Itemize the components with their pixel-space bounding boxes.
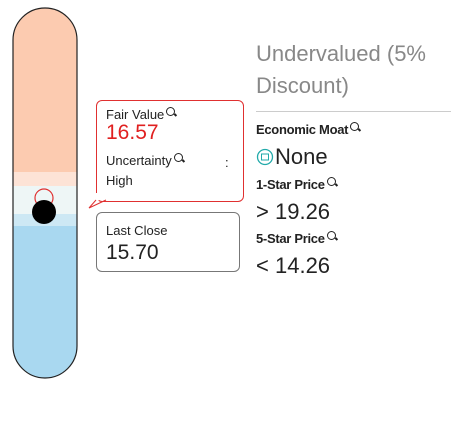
uncertainty: High: [106, 173, 133, 188]
five-star-label: 5-Star Price: [256, 231, 325, 246]
last-close-marker: [32, 200, 56, 224]
moat-icon: [256, 148, 274, 166]
fair-value: 16.57: [106, 121, 159, 144]
pointer: [88, 193, 107, 210]
one-star-label: 1-Star Price: [256, 177, 325, 192]
five-star-symbol: <: [256, 253, 269, 278]
one-star-price: 19.26: [274, 199, 331, 224]
uncertainty-label: Uncertainty: [106, 153, 172, 168]
five-star-price: 14.26: [274, 253, 331, 278]
divider: [256, 111, 451, 112]
last-close-label: Last Close: [106, 223, 168, 238]
valuation-bar: [12, 7, 78, 379]
fair-value-label: Fair Value: [106, 107, 165, 122]
valuation: Undervalued (5% Discount): [256, 41, 426, 98]
last-close-box: Last Close 15.70: [96, 212, 240, 272]
one-star-symbol: >: [256, 199, 269, 224]
last-close: 15.70: [106, 241, 159, 264]
moat-label: Economic Moat: [256, 122, 349, 137]
moat-value: None: [275, 144, 328, 169]
colon: :: [225, 155, 229, 170]
fair-value-box: Fair Value 16.57 Uncertainty : High: [96, 100, 244, 202]
